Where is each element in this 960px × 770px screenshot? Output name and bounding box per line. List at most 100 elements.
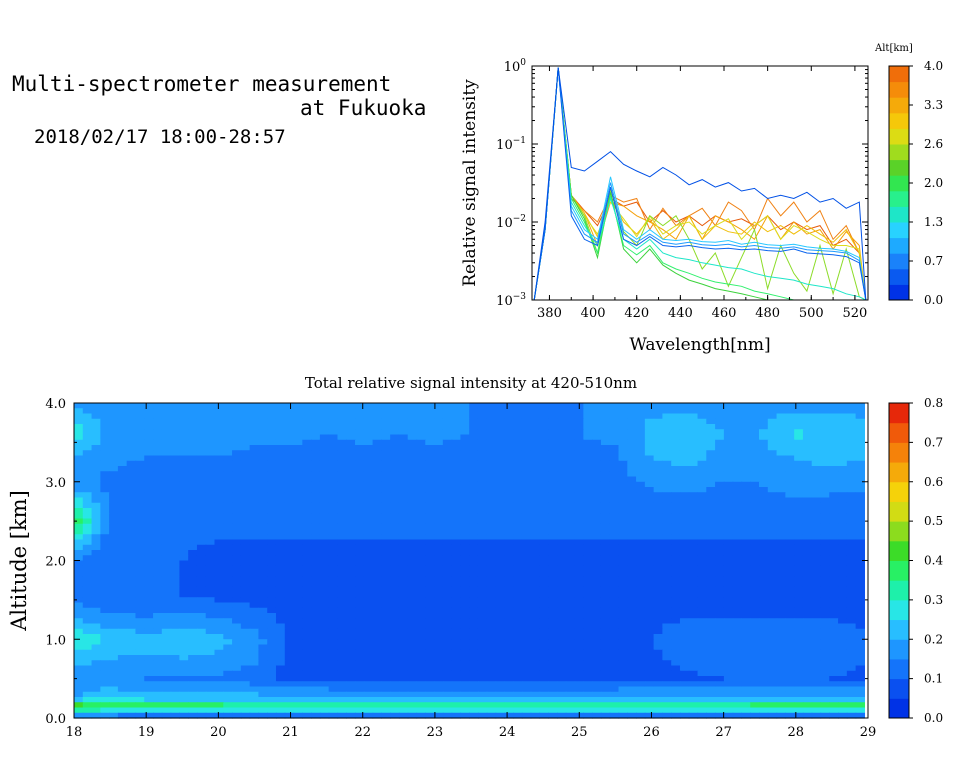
heatmap-cell — [609, 544, 620, 551]
heatmap-cell — [91, 513, 101, 520]
heatmap-cell — [706, 670, 716, 677]
heatmap-cell — [802, 523, 813, 530]
heatmap-cell — [232, 586, 242, 593]
heatmap-cell — [855, 623, 865, 630]
heatmap-cell — [776, 460, 786, 467]
heatmap-cell — [530, 607, 541, 614]
heatmap-cell — [688, 518, 699, 525]
heatmap-cell — [750, 571, 760, 577]
heatmap-cell — [671, 639, 681, 646]
heatmap-cell — [337, 644, 347, 651]
heatmap-cell — [425, 534, 435, 541]
heatmap-cell — [337, 660, 347, 667]
heatmap-cell — [715, 618, 725, 625]
heatmap-cell — [653, 670, 663, 677]
heatmap-cell — [671, 565, 681, 572]
heatmap-cell — [776, 534, 786, 541]
heatmap-cell — [495, 613, 505, 619]
heatmap-cell — [82, 424, 93, 430]
heatmap-cell — [469, 534, 479, 541]
heatmap-cell — [302, 403, 312, 409]
heatmap-cell — [829, 571, 839, 577]
heatmap-cell — [293, 565, 303, 572]
heatmap-cell — [838, 403, 848, 409]
heatmap-cell — [91, 623, 101, 630]
heatmap-cell — [469, 460, 479, 467]
heatmap-cell — [741, 655, 751, 661]
heatmap-cell — [644, 586, 655, 593]
heatmap-cell — [618, 487, 628, 493]
heatmap-cell — [829, 581, 839, 588]
heatmap-cell — [618, 539, 628, 546]
heatmap-cell — [328, 581, 339, 588]
heatmap-cell — [557, 607, 567, 614]
heatmap-cell — [477, 492, 488, 499]
heatmap-cell — [600, 560, 611, 567]
heatmap-cell — [688, 618, 699, 625]
heatmap-cell — [196, 555, 207, 562]
heatmap-cell — [855, 655, 865, 661]
heatmap-cell — [267, 518, 277, 525]
heatmap-cell — [390, 613, 400, 619]
heatmap-cell — [477, 466, 488, 472]
heatmap-cell — [486, 523, 497, 530]
heatmap-cell — [434, 539, 444, 546]
heatmap-cell — [592, 429, 602, 436]
heatmap-cell — [249, 466, 260, 472]
heatmap-cell — [802, 544, 813, 551]
heatmap-cell — [513, 550, 523, 556]
heatmap-cell — [794, 497, 804, 504]
heatmap-cell — [521, 439, 532, 446]
heatmap-cell — [820, 429, 830, 436]
heatmap-cell — [398, 544, 409, 551]
heatmap-cell — [91, 676, 101, 682]
heatmap-cell — [188, 565, 198, 572]
heatmap-cell — [706, 455, 716, 462]
heatmap-cell — [504, 576, 514, 583]
heatmap-cell — [838, 665, 848, 672]
heatmap-cell — [697, 565, 707, 572]
heatmap-cell — [706, 534, 716, 541]
heatmap-cell — [627, 607, 637, 614]
heatmap-cell — [513, 450, 523, 457]
heatmap-cell — [381, 676, 391, 682]
heatmap-cell — [750, 649, 760, 656]
heatmap-cell — [407, 518, 418, 525]
heatmap-cell — [486, 518, 497, 525]
heatmap-cell — [135, 618, 145, 625]
heatmap-cell — [636, 471, 646, 478]
heatmap-cell — [442, 439, 453, 446]
heatmap-cell — [196, 628, 207, 635]
heatmap-cell — [434, 628, 444, 635]
heatmap-cell — [451, 576, 462, 583]
heatmap-cell — [829, 429, 839, 436]
heatmap-cell — [153, 413, 163, 420]
heatmap-cell — [153, 408, 163, 415]
heatmap-cell — [196, 581, 207, 588]
heatmap-cell — [855, 649, 865, 656]
heatmap-cell — [416, 455, 426, 462]
heatmap-cell — [679, 418, 690, 425]
heatmap-cell — [267, 476, 277, 483]
spectrum-lines — [533, 67, 867, 300]
heatmap-cell — [688, 508, 699, 514]
heatmap-cell — [557, 592, 567, 598]
heatmap-cell — [565, 623, 576, 630]
heatmap-cell — [732, 460, 743, 467]
heatmap-cell — [636, 413, 646, 420]
heatmap-cell — [363, 481, 374, 488]
heatmap-cell — [741, 413, 751, 420]
heatmap-cell — [258, 403, 268, 409]
heatmap-cell — [723, 476, 734, 483]
heatmap-cell — [521, 424, 532, 430]
heatmap-cell — [662, 550, 672, 556]
heatmap-cell — [284, 450, 295, 457]
heatmap-cell — [820, 602, 830, 609]
heatmap-cell — [416, 681, 426, 688]
heatmap-cell — [750, 502, 760, 509]
heatmap-cell — [363, 518, 374, 525]
heatmap-cell — [346, 681, 356, 688]
heatmap-cell — [398, 497, 409, 504]
heatmap-cell — [732, 639, 743, 646]
heatmap-cell — [644, 581, 655, 588]
